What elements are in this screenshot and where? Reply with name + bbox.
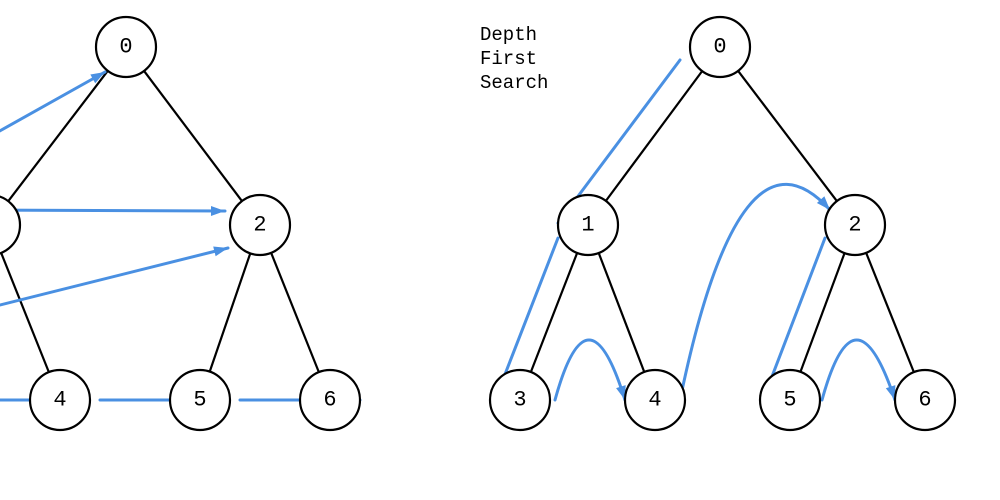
tree-edge bbox=[8, 71, 108, 201]
tree-node-label: 6 bbox=[918, 388, 931, 413]
tree-node-label: 5 bbox=[193, 388, 206, 413]
tree-node-label: 6 bbox=[323, 388, 336, 413]
tree-node-label: 2 bbox=[253, 213, 266, 238]
tree-edge bbox=[738, 71, 837, 201]
traversal-arrow bbox=[822, 340, 895, 400]
diagram-canvas: DepthFirstSearch 0 2 4 5 6 0 1 2 3 4 5 6 bbox=[0, 0, 1000, 500]
tree-edge bbox=[144, 71, 242, 201]
arrow-head-icon bbox=[886, 385, 895, 400]
tree-node-label: 0 bbox=[119, 35, 132, 60]
tree-node bbox=[0, 195, 20, 255]
tree-node-label: 4 bbox=[648, 388, 661, 413]
tree-node-label: 1 bbox=[581, 213, 594, 238]
traversal-arrow bbox=[555, 340, 626, 400]
tree-edge bbox=[531, 253, 577, 372]
arrow-head-icon bbox=[213, 247, 228, 257]
tree-edge bbox=[606, 71, 702, 201]
tree-node-label: 5 bbox=[783, 388, 796, 413]
traversal-arrow bbox=[0, 206, 225, 216]
tree-edge bbox=[210, 253, 251, 371]
diagram-title-line: Depth bbox=[480, 24, 537, 46]
tree-edge bbox=[271, 253, 319, 372]
tree-node-label: 4 bbox=[53, 388, 66, 413]
diagram-title-line: Search bbox=[480, 72, 548, 94]
tree-node-label: 2 bbox=[848, 213, 861, 238]
traversal-arrow bbox=[680, 184, 830, 400]
traversal-arrow bbox=[0, 247, 228, 310]
tree-edge bbox=[1, 253, 49, 372]
arrow-head-icon bbox=[211, 206, 225, 216]
traversal-arrow bbox=[0, 72, 105, 142]
diagram-title-line: First bbox=[480, 48, 537, 70]
tree-node-label: 3 bbox=[513, 388, 526, 413]
tree-node-label: 0 bbox=[713, 35, 726, 60]
